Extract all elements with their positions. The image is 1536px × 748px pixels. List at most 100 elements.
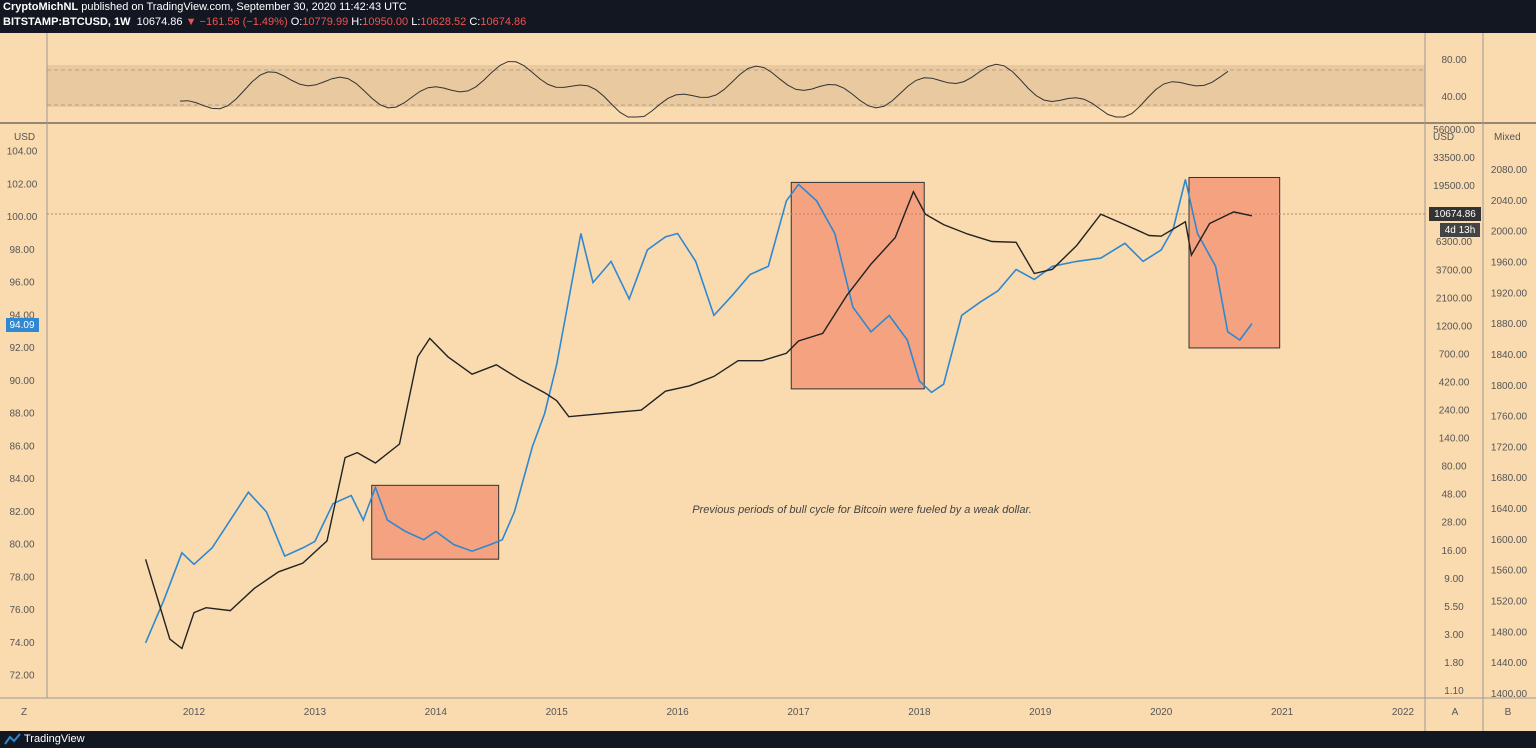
right-tick-label: 1.10 <box>1444 686 1464 697</box>
left-tick-label: 76.00 <box>9 605 34 616</box>
ohlc-legend: BITSTAMP:BTCUSD, 1W 10674.86 ▼ −161.56 (… <box>3 16 526 28</box>
right-tick-label: 140.00 <box>1439 434 1470 445</box>
close-value: 10674.86 <box>480 16 527 28</box>
mixed-tick-label: 2040.00 <box>1491 196 1528 207</box>
time-tick-label: 2022 <box>1392 707 1415 718</box>
mixed-tick-label: 1600.00 <box>1491 535 1528 546</box>
left-axis-ticks: 104.00 102.00 100.00 98.00 96.00 94.00 92.00 90… <box>7 147 38 682</box>
mixed-tick-label: 1720.00 <box>1491 442 1528 453</box>
mixed-axis-ticks: 2080.00 2040.00 2000.00 1960.00 1920.00 1880.… <box>1491 165 1528 700</box>
right-tick-label: 28.00 <box>1441 518 1466 529</box>
mixed-tick-label: 1960.00 <box>1491 257 1528 268</box>
right-tick-label: 2100.00 <box>1436 293 1473 304</box>
dxy-series-line <box>144 179 1253 644</box>
mixed-tick-label: 1400.00 <box>1491 689 1528 700</box>
mixed-tick-label: 1880.00 <box>1491 319 1528 330</box>
right-tick-label: 6300.00 <box>1436 237 1473 248</box>
left-tick-label: 100.00 <box>7 212 38 223</box>
countdown-badge <box>1440 223 1480 237</box>
right-tick-label: 1200.00 <box>1436 321 1473 332</box>
mixed-tick-label: 1480.00 <box>1491 627 1528 638</box>
right-tick-label: 16.00 <box>1441 546 1466 557</box>
right-tick-label: 3.00 <box>1444 630 1464 641</box>
time-tick-label: 2016 <box>666 707 689 718</box>
left-tick-label: 104.00 <box>7 147 38 158</box>
right-tick-label: 56000.00 <box>1433 125 1475 136</box>
mixed-tick-label: 1520.00 <box>1491 597 1528 608</box>
time-tick-label: 2015 <box>546 707 569 718</box>
dxy-current-value: 94.09 <box>9 320 34 331</box>
right-tick-label: 5.50 <box>1444 602 1464 613</box>
mixed-tick-label: 1920.00 <box>1491 288 1528 299</box>
mixed-tick-label: 1680.00 <box>1491 473 1528 484</box>
btc-current-value: 10674.86 <box>1434 209 1476 220</box>
left-tick-label: 102.00 <box>7 179 38 190</box>
right-tick-label: 3700.00 <box>1436 265 1473 276</box>
rsi-axis-ticks: 80.00 40.00 <box>1441 55 1466 103</box>
rsi-line <box>179 61 1229 118</box>
time-axis-ticks: 2012 2013 2014 2015 2016 2017 2018 2019 2020 2021… <box>183 707 1415 718</box>
left-tick-label: 74.00 <box>9 638 34 649</box>
mixed-tick-label: 1560.00 <box>1491 566 1528 577</box>
tradingview-logo-icon[interactable] <box>4 733 22 748</box>
time-tick-label: 2012 <box>183 707 206 718</box>
btc-current-badge <box>1429 207 1481 221</box>
time-tick-label: 2018 <box>908 707 931 718</box>
mixed-axis-unit[interactable]: Mixed <box>1494 132 1521 143</box>
zoom-button[interactable]: Z <box>21 707 27 718</box>
time-tick-label: 2021 <box>1271 707 1294 718</box>
footer-brand[interactable]: TradingView <box>24 733 85 745</box>
chart-annotation: Previous periods of bull cycle for Bitco… <box>692 504 1032 516</box>
mixed-tick-label: 1440.00 <box>1491 658 1528 669</box>
mixed-tick-label: 1640.00 <box>1491 504 1528 515</box>
left-axis-unit: USD <box>14 132 35 143</box>
btc-series-line <box>144 190 1253 650</box>
highlight-box <box>371 484 500 560</box>
rsi-band <box>47 65 1425 107</box>
time-tick-label: 2013 <box>304 707 327 718</box>
auto-scale-button[interactable]: A <box>1452 707 1459 718</box>
chart-canvas[interactable]: Previous periods of bull cycle for Bitco… <box>0 33 1536 731</box>
left-tick-label: 84.00 <box>9 474 34 485</box>
left-tick-label: 82.00 <box>9 507 34 518</box>
mixed-tick-label: 2000.00 <box>1491 227 1528 238</box>
open-value: 10779.99 <box>302 16 349 28</box>
last-price: 10674.86 <box>136 16 183 28</box>
right-tick-label: 80.00 <box>1441 462 1466 473</box>
low-value: 10628.52 <box>420 16 467 28</box>
left-tick-label: 94.00 <box>9 310 34 321</box>
time-tick-label: 2020 <box>1150 707 1173 718</box>
left-tick-label: 92.00 <box>9 343 34 354</box>
b-scale-button[interactable]: B <box>1505 707 1512 718</box>
highlight-box <box>790 181 925 390</box>
right-tick-label: 240.00 <box>1439 406 1470 417</box>
left-tick-label: 96.00 <box>9 278 34 289</box>
highlight-box <box>1188 176 1281 349</box>
left-tick-label: 90.00 <box>9 376 34 387</box>
right-tick-label: 48.00 <box>1441 490 1466 501</box>
left-tick-label: 88.00 <box>9 409 34 420</box>
author-name[interactable]: CryptoMichNL <box>3 1 79 13</box>
mixed-tick-label: 1800.00 <box>1491 381 1528 392</box>
left-tick-label: 98.00 <box>9 245 34 256</box>
open-label: O: <box>290 16 303 28</box>
highlight-boxes <box>371 176 1281 560</box>
time-tick-label: 2014 <box>425 707 448 718</box>
time-tick-label: 2019 <box>1029 707 1052 718</box>
right-tick-label: 1.80 <box>1444 658 1464 669</box>
left-tick-label: 72.00 <box>9 671 34 682</box>
symbol-label[interactable]: BITSTAMP:BTCUSD, 1W <box>3 16 131 28</box>
right-tick-label: 19500.00 <box>1433 181 1475 192</box>
right-tick-label: 33500.00 <box>1433 153 1475 164</box>
high-value: 10950.00 <box>362 16 409 28</box>
mixed-tick-label: 1840.00 <box>1491 350 1528 361</box>
close-label: C: <box>469 16 481 28</box>
chart-header: CryptoMichNL published on TradingView.co… <box>0 0 1536 33</box>
high-label: H: <box>351 16 363 28</box>
left-tick-label: 78.00 <box>9 572 34 583</box>
rsi-tick-label: 80.00 <box>1441 55 1466 66</box>
rsi-tick-label: 40.00 <box>1441 92 1466 103</box>
publish-info: CryptoMichNL published on TradingView.co… <box>3 1 407 13</box>
low-label: L: <box>411 16 421 28</box>
candle-countdown: 4d 13h <box>1445 225 1476 236</box>
